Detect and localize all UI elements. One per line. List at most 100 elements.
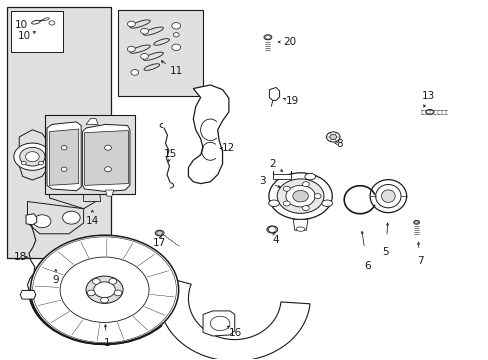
Polygon shape xyxy=(86,118,98,125)
Circle shape xyxy=(277,179,324,213)
Circle shape xyxy=(39,161,43,165)
Circle shape xyxy=(104,145,111,150)
Circle shape xyxy=(25,152,39,162)
Circle shape xyxy=(314,194,321,199)
Polygon shape xyxy=(188,85,228,184)
Circle shape xyxy=(141,28,148,34)
Polygon shape xyxy=(49,137,98,209)
Polygon shape xyxy=(83,148,101,173)
Polygon shape xyxy=(19,130,49,180)
Circle shape xyxy=(104,167,111,172)
Text: 6: 6 xyxy=(364,261,370,271)
Circle shape xyxy=(268,226,276,232)
Text: 20: 20 xyxy=(282,37,295,47)
Text: 1: 1 xyxy=(103,338,110,348)
Circle shape xyxy=(283,186,289,191)
Ellipse shape xyxy=(375,184,400,208)
Polygon shape xyxy=(105,190,114,196)
Ellipse shape xyxy=(381,190,394,202)
Ellipse shape xyxy=(268,200,279,207)
Circle shape xyxy=(114,290,122,296)
Circle shape xyxy=(61,167,67,171)
Text: 7: 7 xyxy=(416,256,423,266)
Circle shape xyxy=(283,201,289,206)
Circle shape xyxy=(302,206,308,211)
Circle shape xyxy=(329,134,336,139)
Polygon shape xyxy=(26,214,37,225)
Circle shape xyxy=(171,44,180,50)
Polygon shape xyxy=(203,311,234,336)
Text: 17: 17 xyxy=(152,238,165,248)
Text: 16: 16 xyxy=(229,328,242,338)
Circle shape xyxy=(171,23,180,29)
Polygon shape xyxy=(159,277,309,360)
Circle shape xyxy=(131,69,139,75)
Ellipse shape xyxy=(143,52,163,60)
Circle shape xyxy=(265,36,270,39)
Circle shape xyxy=(141,53,148,59)
Circle shape xyxy=(292,190,308,202)
Ellipse shape xyxy=(425,109,433,114)
Circle shape xyxy=(127,46,135,52)
Circle shape xyxy=(414,221,418,224)
Circle shape xyxy=(33,215,51,228)
Polygon shape xyxy=(47,122,81,191)
Polygon shape xyxy=(82,125,130,192)
Circle shape xyxy=(87,290,95,296)
Ellipse shape xyxy=(369,180,406,213)
Text: 10: 10 xyxy=(18,31,31,41)
Ellipse shape xyxy=(153,39,169,45)
Text: 19: 19 xyxy=(285,96,298,106)
Text: 3: 3 xyxy=(259,176,265,186)
Ellipse shape xyxy=(144,64,160,70)
Text: 10: 10 xyxy=(15,20,28,30)
Polygon shape xyxy=(269,87,279,100)
Polygon shape xyxy=(84,131,128,185)
Circle shape xyxy=(21,161,26,165)
Polygon shape xyxy=(27,202,83,234)
Ellipse shape xyxy=(130,45,150,53)
Circle shape xyxy=(92,279,100,284)
Text: 9: 9 xyxy=(52,275,59,285)
Circle shape xyxy=(157,231,162,235)
Text: 13: 13 xyxy=(421,91,434,101)
Ellipse shape xyxy=(264,35,271,40)
Circle shape xyxy=(86,276,123,303)
Ellipse shape xyxy=(32,20,40,24)
Ellipse shape xyxy=(143,27,163,35)
Circle shape xyxy=(101,297,108,303)
Text: 5: 5 xyxy=(382,247,388,257)
Ellipse shape xyxy=(266,226,277,233)
Circle shape xyxy=(20,147,45,166)
Circle shape xyxy=(61,145,67,150)
Circle shape xyxy=(94,282,115,298)
Ellipse shape xyxy=(155,230,163,236)
Bar xyxy=(272,174,291,179)
Circle shape xyxy=(326,132,339,142)
Text: 4: 4 xyxy=(272,235,279,245)
Circle shape xyxy=(173,33,179,37)
Circle shape xyxy=(127,21,135,27)
Ellipse shape xyxy=(130,20,150,28)
Text: 2: 2 xyxy=(269,159,276,169)
Text: 15: 15 xyxy=(163,149,177,159)
Polygon shape xyxy=(293,220,307,230)
Circle shape xyxy=(285,185,315,207)
Bar xyxy=(118,10,203,96)
Ellipse shape xyxy=(296,227,305,231)
Circle shape xyxy=(14,143,51,170)
Circle shape xyxy=(30,235,178,344)
Circle shape xyxy=(268,173,331,220)
Ellipse shape xyxy=(413,220,419,224)
Circle shape xyxy=(302,182,308,187)
Bar xyxy=(44,116,135,194)
Ellipse shape xyxy=(321,200,332,207)
Text: 14: 14 xyxy=(85,216,99,226)
Circle shape xyxy=(62,211,80,224)
Polygon shape xyxy=(49,129,79,185)
Ellipse shape xyxy=(43,18,49,20)
Ellipse shape xyxy=(304,174,315,180)
Text: 8: 8 xyxy=(336,139,342,149)
Polygon shape xyxy=(83,180,101,202)
Text: 18: 18 xyxy=(14,252,27,262)
